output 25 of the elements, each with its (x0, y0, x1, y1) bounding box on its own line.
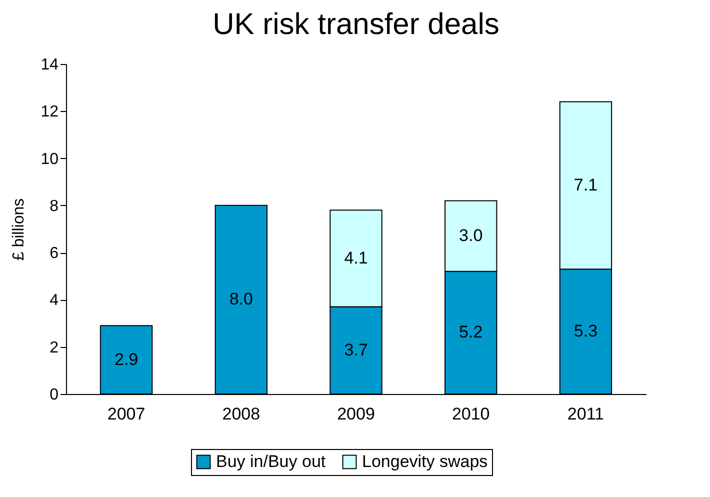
x-tick-label: 2010 (452, 404, 490, 424)
x-tick-label: 2008 (222, 404, 260, 424)
data-label: 5.3 (574, 322, 598, 341)
x-tick-label: 2009 (337, 404, 375, 424)
y-tick-label: 8 (50, 198, 59, 215)
y-tick-label: 6 (50, 245, 59, 262)
y-tick-label: 2 (50, 339, 59, 356)
y-tick-label: 0 (50, 386, 59, 404)
data-label: 3.0 (459, 226, 483, 246)
data-label: 8.0 (229, 290, 253, 309)
data-label: 4.1 (344, 248, 368, 268)
y-tick-label: 12 (40, 104, 59, 121)
data-label: 3.7 (344, 340, 368, 360)
y-tick-label: 4 (50, 292, 59, 310)
data-label: 2.9 (114, 350, 138, 369)
data-label: 5.2 (459, 322, 483, 342)
legend-label: Longevity swaps (362, 452, 488, 471)
y-axis-title: £ billions (10, 198, 28, 261)
chart-title: UK risk transfer deals (212, 8, 500, 41)
y-tick-label: 14 (40, 56, 59, 74)
y-tick-label: 10 (40, 150, 59, 168)
legend-label: Buy in/Buy out (216, 452, 326, 471)
x-tick-label: 2007 (107, 404, 146, 424)
data-label: 7.1 (574, 175, 598, 194)
x-tick-label: 2011 (567, 404, 604, 424)
